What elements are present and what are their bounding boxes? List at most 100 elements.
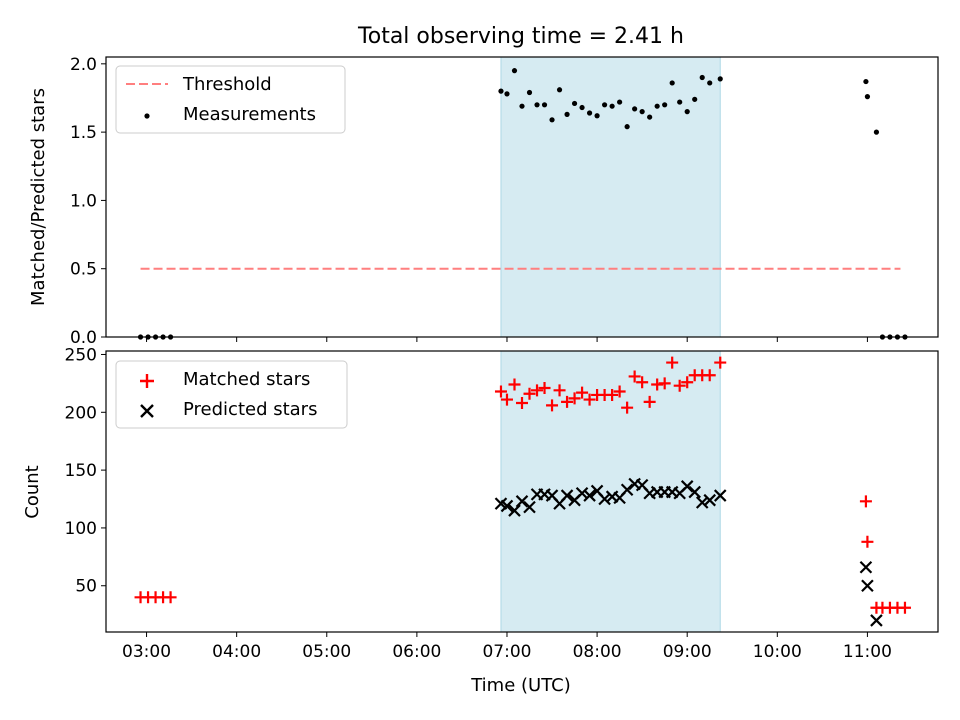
measurement-point	[692, 96, 698, 102]
ratio-legend: Threshold Measurements	[115, 65, 346, 134]
matched-star-point	[658, 377, 671, 390]
predicted-star-point	[680, 480, 694, 493]
measurement-point	[699, 74, 705, 81]
ratio-y-label: Matched/Predicted stars	[28, 88, 49, 306]
measurement-point	[519, 103, 525, 109]
measurement-point	[654, 103, 660, 109]
measurement-point	[624, 124, 630, 130]
matched-star-point	[898, 601, 911, 614]
matched-star-point	[621, 401, 634, 414]
ratio-y-axis: 0.0 0.5 1.0 1.5 2.0	[70, 55, 106, 348]
predicted-star-point	[620, 483, 634, 497]
measurement-point	[669, 80, 675, 86]
matched-star-point	[576, 386, 589, 399]
predicted-star-point	[713, 489, 727, 502]
matched-star-point	[714, 356, 727, 369]
matched-legend-label: Matched stars	[183, 369, 310, 390]
predicted-legend-swatch	[140, 404, 154, 418]
y-tick-label: 0.5	[70, 260, 97, 280]
matched-star-point	[861, 535, 874, 548]
x-tick-label: 06:00	[392, 642, 441, 662]
measurement-point	[647, 114, 653, 120]
predicted-star-point	[688, 485, 701, 499]
predicted-star-point	[859, 560, 873, 574]
measurement-point	[677, 99, 683, 105]
y-tick-label: 1.5	[70, 123, 97, 143]
measurement-point	[863, 78, 869, 85]
matched-star-point	[516, 397, 528, 410]
measurement-point	[556, 87, 563, 93]
measurement-point	[632, 106, 638, 112]
measurement-point	[526, 89, 533, 96]
y-tick-label: 2.0	[70, 55, 97, 75]
predicted-star-point	[870, 614, 883, 627]
y-tick-label: 100	[65, 519, 97, 539]
count-y-axis: 50 100 150 200 250	[65, 345, 106, 597]
x-tick-label: 05:00	[302, 642, 351, 662]
matched-star-point	[508, 378, 521, 391]
measurement-point	[707, 80, 713, 86]
matched-star-point	[673, 379, 686, 392]
matched-star-point	[553, 384, 566, 397]
matched-star-point	[494, 385, 507, 398]
measurement-point	[717, 76, 723, 82]
count-panel: 50 100 150 200 250 03:00 04:00 05:00 06:00 07:00…	[22, 345, 939, 696]
matched-star-point	[613, 385, 626, 398]
measurement-point	[571, 100, 578, 107]
matched-star-point	[546, 399, 559, 412]
count-points	[134, 356, 911, 627]
predicted-star-point	[523, 500, 536, 514]
matched-star-point	[643, 395, 656, 408]
measurements-legend-label: Measurements	[183, 104, 316, 125]
predicted-star-point	[861, 579, 874, 593]
measurement-point	[684, 109, 690, 115]
matched-star-point	[636, 376, 649, 389]
matched-star-point	[164, 591, 177, 604]
matched-star-point	[681, 376, 694, 389]
count-plot-frame	[105, 350, 939, 633]
count-legend: Matched stars Predicted stars	[115, 360, 348, 429]
predicted-star-point	[508, 504, 521, 517]
ratio-panel: 0.00.51.01.52.0 Matched/Predicted stars …	[28, 55, 939, 348]
y-tick-label: 0.0	[70, 328, 97, 348]
ratio-x-axis	[146, 337, 868, 342]
y-tick-label: 50	[75, 577, 97, 597]
measurement-point	[639, 109, 645, 115]
measurement-point	[873, 129, 880, 135]
predicted-star-point	[560, 489, 574, 502]
y-tick-label: 1.0	[70, 191, 97, 211]
x-tick-label: 10:00	[753, 642, 802, 662]
predicted-star-point	[575, 486, 589, 500]
measurement-point	[498, 88, 504, 94]
matched-legend-swatch	[140, 374, 154, 388]
matched-star-point	[568, 392, 581, 405]
count-y-label: Count	[22, 465, 43, 518]
measurement-point	[504, 91, 510, 97]
matched-star-point	[561, 395, 574, 408]
measurements-legend-swatch	[144, 113, 150, 119]
measurement-point	[864, 94, 871, 100]
matched-star-point	[523, 387, 536, 400]
ratio-highlight-span	[500, 56, 721, 338]
measurement-point	[564, 111, 570, 117]
measurement-points	[137, 68, 908, 340]
count-legend-box	[115, 360, 348, 429]
ratio-plot-frame	[105, 56, 939, 338]
measurement-point	[579, 104, 585, 111]
matched-star-point	[500, 393, 513, 406]
x-tick-label: 04:00	[212, 642, 261, 662]
measurement-point	[511, 68, 518, 74]
matched-star-point	[538, 382, 551, 395]
measurement-point	[534, 102, 540, 108]
x-axis-label: Time (UTC)	[470, 675, 571, 696]
measurement-point	[594, 113, 600, 119]
count-x-axis: 03:00 04:00 05:00 06:00 07:00 08:00 09:00 10:00…	[122, 632, 892, 662]
measurement-point	[601, 102, 608, 108]
x-tick-label: 09:00	[663, 642, 712, 662]
matched-star-point	[859, 495, 872, 508]
predicted-star-point	[695, 496, 709, 509]
x-tick-label: 03:00	[122, 642, 171, 662]
chart-title: Total observing time = 2.41 h	[357, 24, 684, 49]
y-tick-label: 250	[65, 345, 97, 365]
